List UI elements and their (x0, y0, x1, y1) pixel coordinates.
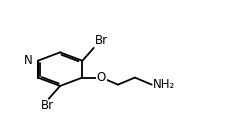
Text: Br: Br (41, 99, 54, 112)
Text: N: N (24, 54, 33, 67)
Text: NH₂: NH₂ (153, 78, 175, 91)
Text: Br: Br (95, 34, 108, 47)
Text: O: O (97, 71, 106, 84)
